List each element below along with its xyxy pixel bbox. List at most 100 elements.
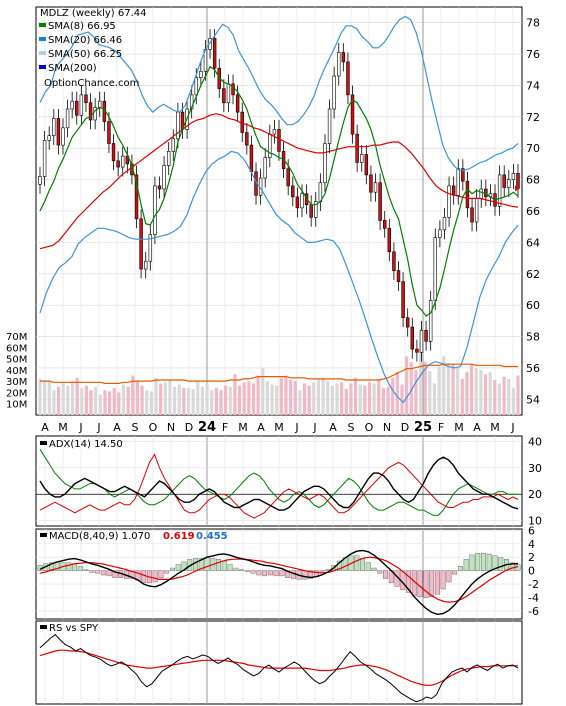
macd-hist-bar xyxy=(83,569,89,571)
volume-bar xyxy=(261,367,265,415)
candle-body xyxy=(337,52,341,77)
candle-body xyxy=(157,185,162,190)
month-label: N xyxy=(167,421,175,434)
macd-swatch xyxy=(40,533,47,537)
watermark: OptionChance.com xyxy=(44,78,139,89)
volume-bar xyxy=(391,377,395,415)
macd-hist-bar xyxy=(221,560,227,571)
volume-tick-label: 20M xyxy=(6,388,27,399)
macd-hist-bar xyxy=(193,558,198,571)
price-tick-label: 68 xyxy=(526,174,540,187)
volume-bar xyxy=(80,387,84,415)
volume-bar xyxy=(126,386,130,415)
candle-body xyxy=(327,108,332,144)
adx-tick-label: 20 xyxy=(528,488,542,501)
candle-body xyxy=(240,111,244,133)
macd-tick-label: -2 xyxy=(528,578,539,591)
volume-tick-label: 70M xyxy=(6,332,27,343)
minus-di-line xyxy=(39,453,519,519)
volume-bar xyxy=(326,381,330,415)
macd-hist-bar xyxy=(152,570,158,583)
volume-bar xyxy=(247,381,251,415)
candle-body xyxy=(364,154,369,176)
candle-body xyxy=(226,83,231,104)
macd-hist-bar xyxy=(486,553,492,571)
month-label: J xyxy=(294,421,298,434)
volume-bar xyxy=(479,369,483,415)
legend-title: MDLZ (weekly) 67.44 xyxy=(40,8,147,19)
volume-bar xyxy=(149,391,153,415)
macd-hist-bar xyxy=(354,555,360,571)
candle-body xyxy=(38,176,42,185)
macd-tick-label: 2 xyxy=(528,551,535,564)
month-label: O xyxy=(365,421,374,434)
macd-hist-bar xyxy=(256,570,262,576)
macd-tick-label: -4 xyxy=(528,592,539,605)
volume-bar xyxy=(349,383,353,415)
candle-body xyxy=(98,100,102,108)
macd-hist-bar xyxy=(233,567,239,571)
volume-bar xyxy=(94,386,98,415)
price-legend: MDLZ (weekly) 67.44 SMA(8) 66.95 SMA(20)… xyxy=(39,8,147,89)
volume-bar xyxy=(210,390,214,415)
volume-bar xyxy=(367,382,372,415)
macd-hist-bar xyxy=(371,567,377,571)
macd-tick-label: 0 xyxy=(528,565,535,578)
volume-bar xyxy=(112,387,116,415)
candle-body xyxy=(134,174,139,220)
candle-body xyxy=(47,135,51,141)
candle-body xyxy=(355,133,359,163)
macd-hist-bar xyxy=(406,570,412,593)
volume-bar xyxy=(135,381,140,415)
month-label: J xyxy=(78,421,82,434)
macd-hist-bar xyxy=(509,562,515,571)
volume-bar xyxy=(191,389,195,415)
candle-body xyxy=(176,111,180,140)
macd-hist-bar xyxy=(273,570,279,577)
month-label: M xyxy=(238,421,248,434)
volume-bar xyxy=(386,386,390,415)
rs-line xyxy=(39,633,519,703)
adx-tick-label: 40 xyxy=(528,435,542,448)
volume-bar xyxy=(52,390,56,415)
candle-body xyxy=(387,227,392,253)
volume-bar xyxy=(507,378,511,415)
legend-swatch-sma20 xyxy=(39,37,46,41)
volume-bar xyxy=(131,375,135,415)
volume-bar xyxy=(456,367,460,415)
candle-body xyxy=(212,38,217,69)
adx-line xyxy=(39,456,519,511)
candle-body xyxy=(199,71,203,78)
month-label: J xyxy=(312,421,316,434)
price-candles xyxy=(38,28,520,362)
candle-body xyxy=(194,77,198,96)
indicator-lines xyxy=(39,15,520,703)
volume-bar xyxy=(437,366,441,415)
macd-hist-bar xyxy=(141,570,147,584)
volume-bar xyxy=(154,377,158,415)
volume-bar xyxy=(483,374,488,415)
volume-bar xyxy=(279,377,283,415)
candle-body xyxy=(56,118,61,146)
candle-body xyxy=(447,185,451,218)
legend-swatch-sma200 xyxy=(39,65,46,69)
macd-hist-bar xyxy=(446,570,452,583)
candle-body xyxy=(318,182,323,202)
volume-bar xyxy=(288,380,293,415)
candle-body xyxy=(70,100,74,110)
price-tick-label: 56 xyxy=(526,362,540,375)
volume-bar xyxy=(428,370,432,415)
candle-body xyxy=(84,94,88,104)
candle-body xyxy=(61,127,65,146)
month-label: M xyxy=(58,421,68,434)
macd-hist-bar xyxy=(336,560,342,571)
candle-body xyxy=(309,204,313,218)
volume-bar xyxy=(196,381,200,415)
adx-tick-label: 10 xyxy=(528,515,542,528)
macd-hist-bar xyxy=(49,562,54,571)
volume-bar xyxy=(344,389,348,415)
legend-swatch-sma8 xyxy=(39,23,46,27)
candle-body xyxy=(479,188,483,199)
candle-body xyxy=(111,143,116,162)
macd-hist-bar xyxy=(89,570,95,573)
